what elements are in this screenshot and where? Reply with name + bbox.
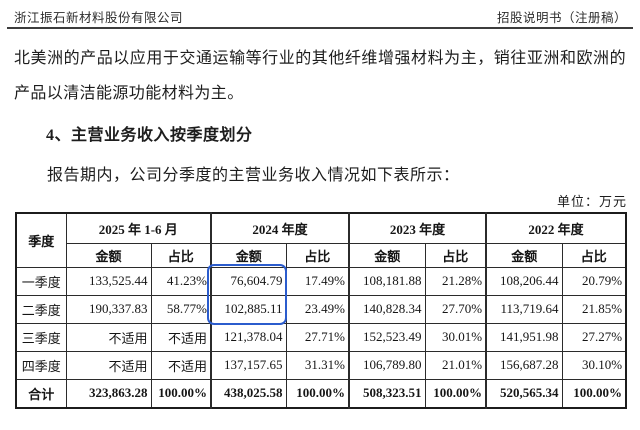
quarter-label-q2: 二季度 (15, 294, 67, 324)
q3-2025-amount: 不适用 (65, 322, 152, 352)
q1-2022-ratio: 20.79% (561, 266, 627, 296)
total-2024-amount: 438,025.58 (210, 378, 287, 409)
q2-2023-amount: 140,828.34 (348, 294, 426, 324)
amount-header-2025: 金额 (65, 242, 152, 268)
ratio-header-2024: 占比 (285, 242, 351, 268)
table-row-q1: 一季度 133,525.44 41.23% 76,604.79 17.49% 1… (15, 266, 627, 296)
total-2025-amount: 323,863.28 (65, 378, 152, 409)
table-row-q2: 二季度 190,337.83 58.77% 102,885.11 23.49% … (15, 294, 627, 324)
q3-2022-ratio: 27.27% (561, 322, 627, 352)
total-2022-amount: 520,565.34 (485, 378, 563, 409)
q1-2024-amount: 76,604.79 (210, 266, 287, 296)
total-2023-amount: 508,323.51 (348, 378, 426, 409)
q2-2024-ratio: 23.49% (285, 294, 351, 324)
page-header: 浙江振石新材料股份有限公司 招股说明书（注册稿） (14, 7, 627, 26)
q4-2024-ratio: 31.31% (285, 350, 351, 380)
quarterly-revenue-table: 季度 2025 年 1-6 月 2024 年度 2023 年度 2022 年度 … (15, 212, 628, 409)
ratio-header-2022: 占比 (561, 242, 627, 268)
q4-2025-amount: 不适用 (65, 350, 152, 380)
section-heading: 4、主营业务收入按季度划分 (46, 127, 253, 144)
ratio-header-2025: 占比 (150, 242, 212, 268)
period-header-2023: 2023 年度 (348, 212, 488, 244)
q1-2022-amount: 108,206.44 (485, 266, 563, 296)
amount-header-2022: 金额 (485, 242, 563, 268)
q3-2022-amount: 141,951.98 (485, 322, 563, 352)
q4-2022-ratio: 30.10% (561, 350, 627, 380)
table-row-q3: 三季度 不适用 不适用 121,378.04 27.71% 152,523.49… (15, 322, 627, 352)
q2-2022-ratio: 21.85% (561, 294, 627, 324)
q2-2025-ratio: 58.77% (150, 294, 212, 324)
doc-title: 招股说明书（注册稿） (496, 11, 627, 25)
q1-2023-ratio: 21.28% (424, 266, 488, 296)
ratio-header-2023: 占比 (424, 242, 488, 268)
quarter-label-q4: 四季度 (15, 350, 67, 380)
q4-2023-amount: 106,789.80 (348, 350, 426, 380)
q2-2022-amount: 113,719.64 (485, 294, 563, 324)
q2-2024-amount: 102,885.11 (210, 294, 287, 324)
q3-2024-ratio: 27.71% (285, 322, 351, 352)
quarter-corner-header: 季度 (15, 212, 67, 268)
unit-label: 单位：万元 (556, 194, 627, 209)
q2-2025-amount: 190,337.83 (65, 294, 152, 324)
header-rule (7, 27, 633, 29)
q3-2023-ratio: 30.01% (424, 322, 488, 352)
q1-2025-amount: 133,525.44 (65, 266, 152, 296)
table-row-q4: 四季度 不适用 不适用 137,157.65 31.31% 106,789.80… (15, 350, 627, 380)
q3-2025-ratio: 不适用 (150, 322, 212, 352)
intro-paragraph: 北美洲的产品以应用于交通运输等行业的其他纤维增强材料为主，销往亚洲和欧洲的产品以… (14, 50, 626, 102)
q4-2024-amount: 137,157.65 (210, 350, 287, 380)
q4-2023-ratio: 21.01% (424, 350, 488, 380)
amount-header-2024: 金额 (210, 242, 287, 268)
total-2023-ratio: 100.00% (424, 378, 488, 409)
period-header-2024: 2024 年度 (210, 212, 351, 244)
q3-2024-amount: 121,378.04 (210, 322, 287, 352)
q1-2025-ratio: 41.23% (150, 266, 212, 296)
period-header-2022: 2022 年度 (485, 212, 627, 244)
q1-2024-ratio: 17.49% (285, 266, 351, 296)
total-label: 合计 (15, 378, 67, 409)
total-2022-ratio: 100.00% (561, 378, 627, 409)
amount-header-2023: 金额 (348, 242, 426, 268)
q4-2022-amount: 156,687.28 (485, 350, 563, 380)
total-2025-ratio: 100.00% (150, 378, 212, 409)
quarter-label-q1: 一季度 (15, 266, 67, 296)
q4-2025-ratio: 不适用 (150, 350, 212, 380)
table-row-total: 合计 323,863.28 100.00% 438,025.58 100.00%… (15, 378, 627, 409)
period-header-2025: 2025 年 1-6 月 (65, 212, 212, 244)
company-name: 浙江振石新材料股份有限公司 (14, 11, 184, 25)
q2-2023-ratio: 27.70% (424, 294, 488, 324)
quarter-label-q3: 三季度 (15, 322, 67, 352)
q3-2023-amount: 152,523.49 (348, 322, 426, 352)
table-intro-paragraph: 报告期内，公司分季度的主营业务收入情况如下表所示： (47, 167, 460, 184)
q1-2023-amount: 108,181.88 (348, 266, 426, 296)
total-2024-ratio: 100.00% (285, 378, 351, 409)
